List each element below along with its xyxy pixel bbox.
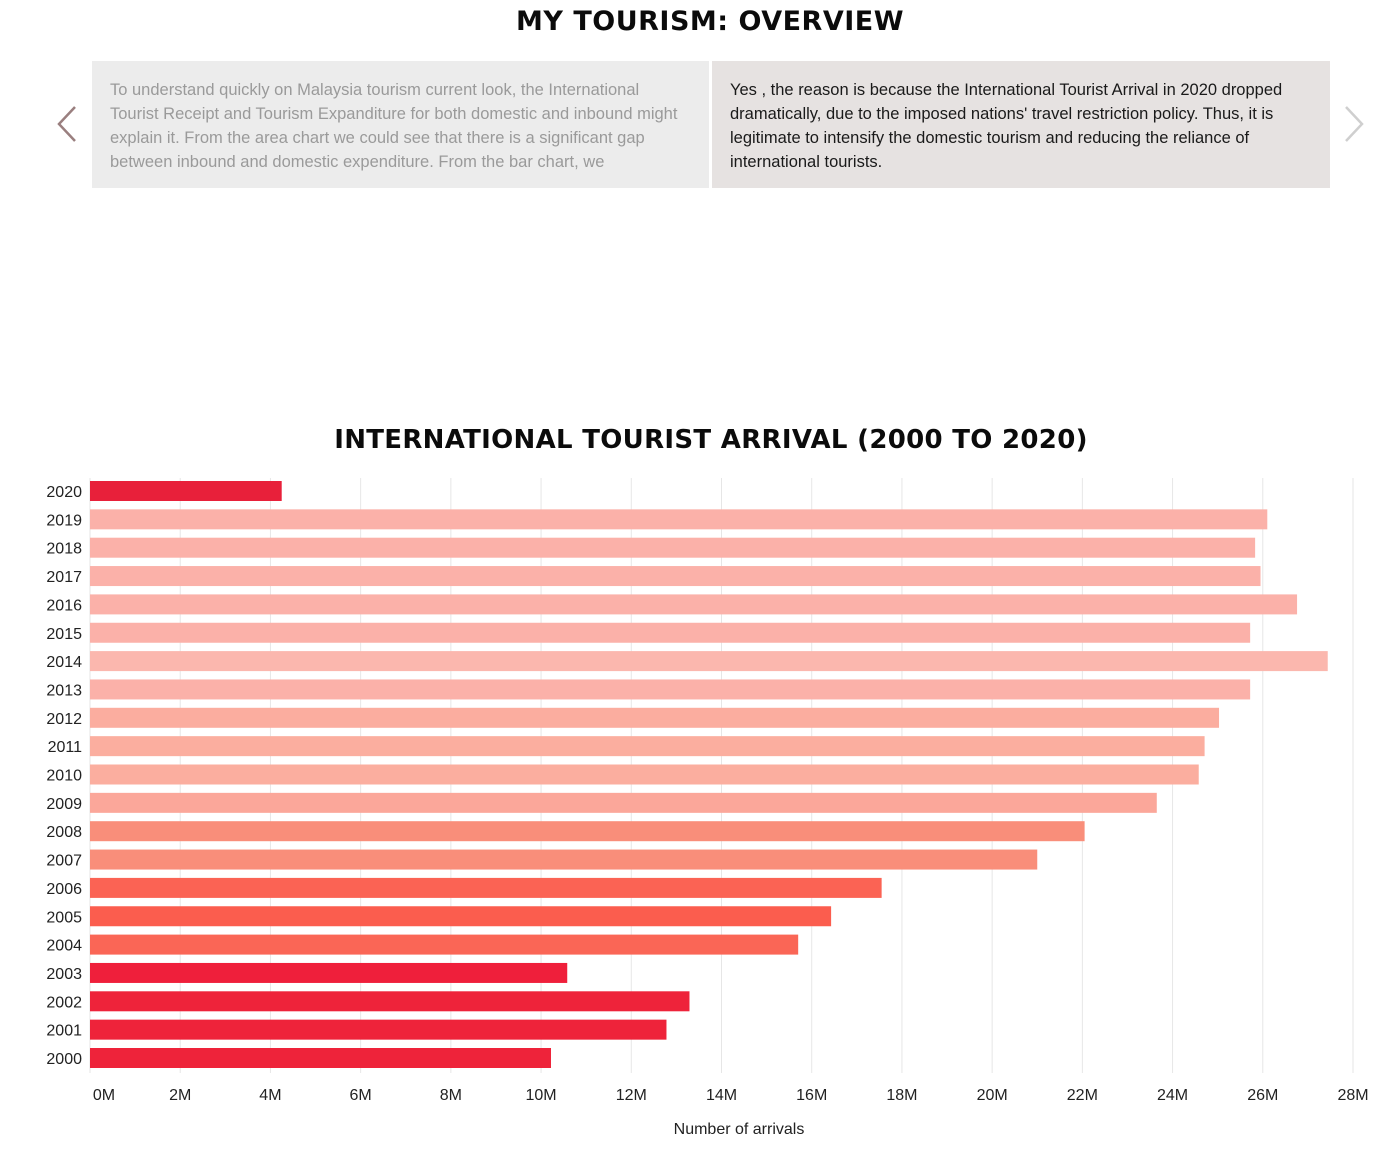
carousel: To understand quickly on Malaysia touris… <box>92 61 1330 188</box>
carousel-slide-previous[interactable]: To understand quickly on Malaysia touris… <box>92 61 709 188</box>
y-tick-label: 2008 <box>46 824 82 841</box>
bar-2010[interactable] <box>90 764 1199 785</box>
y-tick-label: 2007 <box>46 853 82 870</box>
x-tick-label: 10M <box>526 1087 557 1104</box>
y-tick-label: 2017 <box>46 569 82 586</box>
bar-2020[interactable] <box>90 481 282 501</box>
chevron-left-icon[interactable] <box>55 104 79 144</box>
y-tick-label: 2005 <box>46 909 82 926</box>
bar-2017[interactable] <box>90 566 1261 587</box>
y-tick-label: 2000 <box>46 1051 82 1068</box>
x-tick-label: 6M <box>350 1087 372 1104</box>
y-tick-label: 2020 <box>46 484 82 501</box>
bar-2006[interactable] <box>90 877 882 898</box>
bar-2000[interactable] <box>90 1048 551 1068</box>
y-tick-label: 2016 <box>46 597 82 614</box>
y-tick-label: 2002 <box>46 994 82 1011</box>
x-tick-label: 18M <box>886 1087 917 1104</box>
bar-2008[interactable] <box>90 821 1085 842</box>
y-tick-label: 2013 <box>46 682 82 699</box>
bar-2009[interactable] <box>90 792 1157 813</box>
x-tick-label: 24M <box>1157 1087 1188 1104</box>
carousel-slide-active[interactable]: Yes , the reason is because the Internat… <box>712 61 1330 188</box>
bar-2011[interactable] <box>90 736 1205 757</box>
bar-2015[interactable] <box>90 622 1251 643</box>
bar-2007[interactable] <box>90 849 1038 870</box>
x-tick-label: 22M <box>1067 1087 1098 1104</box>
bar-2002[interactable] <box>90 991 690 1012</box>
y-tick-label: 2012 <box>46 711 82 728</box>
x-tick-label: 14M <box>706 1087 737 1104</box>
x-tick-label: 26M <box>1247 1087 1278 1104</box>
bar-2019[interactable] <box>90 509 1268 530</box>
x-tick-label: 20M <box>977 1087 1008 1104</box>
page-title: MY TOURISM: OVERVIEW <box>516 6 904 37</box>
bar-2005[interactable] <box>90 906 832 927</box>
y-tick-label: 2006 <box>46 881 82 898</box>
y-tick-label: 2019 <box>46 512 82 529</box>
bar-2018[interactable] <box>90 537 1256 558</box>
y-tick-label: 2003 <box>46 966 82 983</box>
y-tick-label: 2001 <box>46 1023 82 1040</box>
x-tick-label: 4M <box>259 1087 281 1104</box>
y-tick-label: 2018 <box>46 541 82 558</box>
chevron-right-icon[interactable] <box>1342 104 1366 144</box>
x-tick-label: 2M <box>169 1087 191 1104</box>
y-axis-labels: 2020 2019 2018 2017 2016 2015 2014 2013 2012 2011… <box>46 484 82 1068</box>
bar-2003[interactable] <box>90 962 568 983</box>
y-tick-label: 2004 <box>46 938 82 955</box>
y-tick-label: 2011 <box>48 739 83 756</box>
chart-title: INTERNATIONAL TOURIST ARRIVAL (2000 TO 2… <box>334 425 1088 455</box>
bar-2001[interactable] <box>90 1019 667 1040</box>
x-axis-labels: 0M 2M 4M 6M 8M 10M 12M 14M 16M 18M 20M 22M 24M 26M 28M <box>93 1087 1369 1104</box>
x-tick-label: 12M <box>616 1087 647 1104</box>
bar-2012[interactable] <box>90 707 1220 728</box>
x-tick-label: 16M <box>796 1087 827 1104</box>
x-tick-label: 28M <box>1337 1087 1368 1104</box>
y-tick-label: 2014 <box>46 654 82 671</box>
y-tick-label: 2009 <box>46 796 82 813</box>
bar-2004[interactable] <box>90 934 799 955</box>
bar-2014[interactable] <box>90 651 1328 672</box>
bars <box>90 481 1328 1068</box>
bar-2016[interactable] <box>90 594 1298 615</box>
x-tick-label: 8M <box>440 1087 462 1104</box>
bar-2013[interactable] <box>90 679 1251 700</box>
y-tick-label: 2015 <box>46 626 82 643</box>
y-tick-label: 2010 <box>46 768 82 785</box>
x-axis-title: Number of arrivals <box>674 1121 805 1138</box>
x-tick-label: 0M <box>93 1087 115 1104</box>
